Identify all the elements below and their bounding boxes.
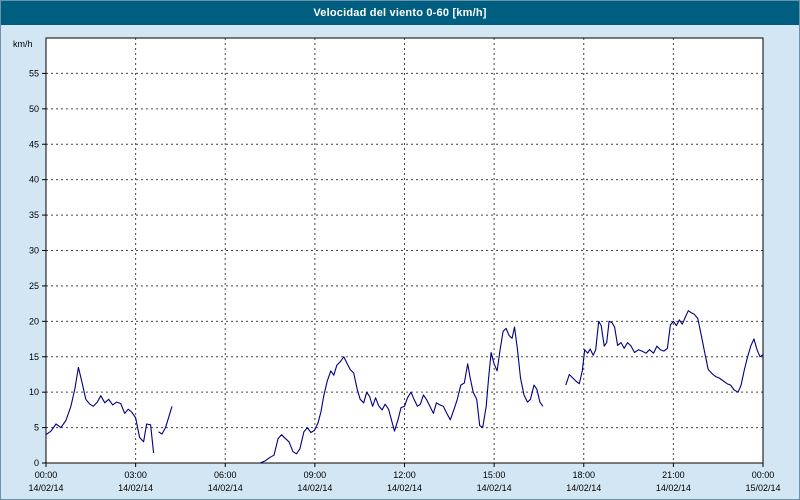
- y-tick-label: 0: [34, 458, 39, 468]
- x-tick-date-label: 14/02/14: [566, 483, 601, 493]
- x-tick-time-label: 18:00: [572, 470, 595, 480]
- y-axis: 0 5 10 15 20 25 30 35 40 45 50 55: [29, 68, 46, 468]
- x-tick-time-label: 21:00: [662, 470, 685, 480]
- x-tick-date-label: 14/02/14: [208, 483, 243, 493]
- x-tick-time-label: 03:00: [124, 470, 147, 480]
- x-tick-time-label: 00:00: [35, 470, 58, 480]
- y-tick-label: 10: [29, 387, 39, 397]
- x-tick-date-label: 14/02/14: [28, 483, 63, 493]
- y-tick-label: 20: [29, 316, 39, 326]
- chart-title: Velocidad del viento 0-60 [km/h]: [313, 7, 487, 19]
- x-tick-time-label: 12:00: [393, 470, 416, 480]
- series-wind-speed: [45, 310, 764, 464]
- series-line: [158, 406, 173, 435]
- x-tick-date-label: 14/02/14: [477, 483, 512, 493]
- series-line: [565, 310, 764, 393]
- series-line: [45, 366, 155, 454]
- x-axis: 00:00 14/02/14 03:00 14/02/14 06:00 14/02/14 0…: [28, 463, 781, 493]
- x-tick-date-label: 14/02/14: [656, 483, 691, 493]
- y-tick-label: 30: [29, 246, 39, 256]
- x-tick-time-label: 06:00: [214, 470, 237, 480]
- x-tick-date-label: 14/02/14: [297, 483, 332, 493]
- y-tick-label: 40: [29, 175, 39, 185]
- wind-speed-chart: 0510152025303540455055km/h00:0014/02/140…: [13, 37, 781, 493]
- y-tick-label: 45: [29, 139, 39, 149]
- y-tick-label: 50: [29, 104, 39, 114]
- x-tick-time-label: 09:00: [304, 470, 327, 480]
- y-tick-label: 15: [29, 352, 39, 362]
- y-tick-label: 35: [29, 210, 39, 220]
- x-tick-date-label: 14/02/14: [387, 483, 422, 493]
- x-tick-date-label: 15/02/14: [745, 483, 780, 493]
- y-tick-label: 55: [29, 68, 39, 78]
- x-tick-time-label: 15:00: [483, 470, 506, 480]
- chart-title-bar: Velocidad del viento 0-60 [km/h]: [1, 1, 799, 25]
- y-tick-label: 25: [29, 281, 39, 291]
- x-tick-date-label: 14/02/14: [118, 483, 153, 493]
- gridlines: [46, 38, 763, 463]
- series-line: [259, 326, 544, 464]
- y-axis-unit-label: km/h: [13, 39, 33, 49]
- y-tick-label: 5: [34, 423, 39, 433]
- x-tick-time-label: 00:00: [752, 470, 775, 480]
